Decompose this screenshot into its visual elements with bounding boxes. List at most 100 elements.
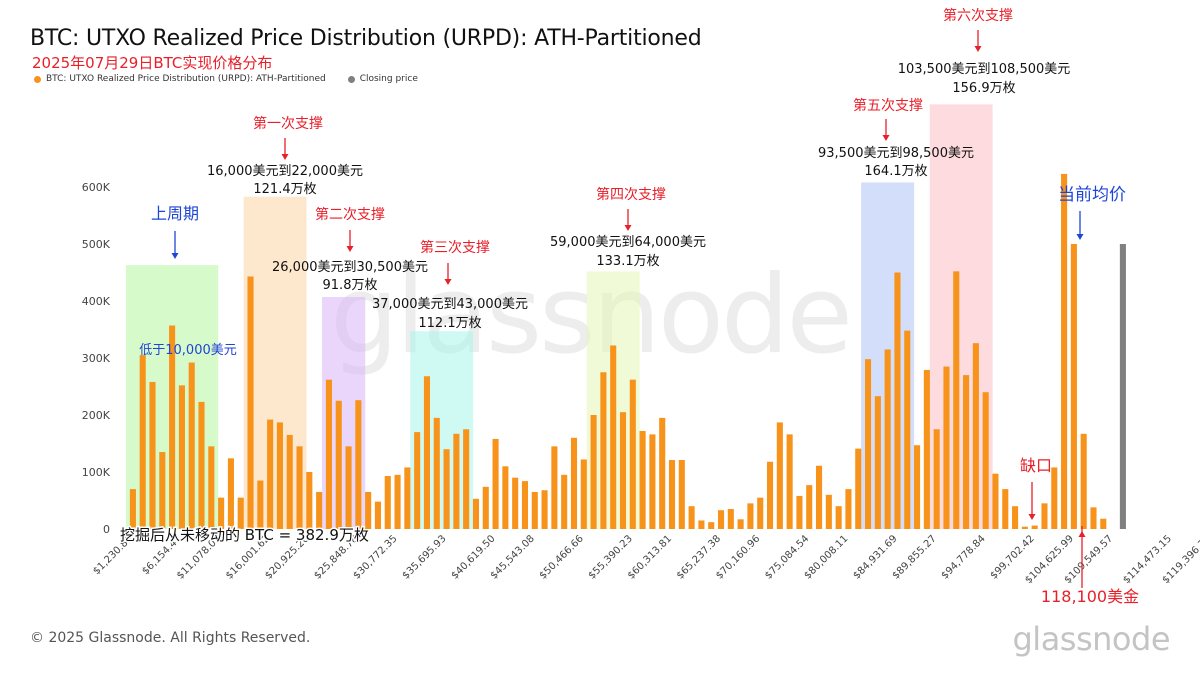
label-gap: 缺口 bbox=[1020, 456, 1052, 475]
bar bbox=[619, 412, 627, 529]
arrow-down-icon bbox=[346, 230, 354, 252]
bar bbox=[688, 506, 695, 529]
glassnode-logo: glassnode bbox=[1012, 620, 1170, 658]
label-support-5: 第五次支撑 bbox=[853, 97, 923, 114]
bar bbox=[1080, 433, 1087, 529]
bar bbox=[492, 438, 499, 529]
bar bbox=[698, 520, 705, 529]
bar bbox=[306, 472, 313, 529]
label-support-3: 第三次支撑 bbox=[420, 239, 490, 256]
arrow-down-icon bbox=[444, 263, 452, 285]
legend-item-series[interactable]: BTC: UTXO Realized Price Distribution (U… bbox=[34, 74, 326, 84]
bar bbox=[600, 372, 607, 529]
bar bbox=[521, 481, 529, 529]
bar bbox=[639, 430, 646, 529]
bar bbox=[855, 448, 862, 529]
legend-label-closing: Closing price bbox=[359, 74, 418, 84]
bar bbox=[1031, 525, 1038, 529]
legend-dot-gray-icon bbox=[347, 75, 355, 83]
bar bbox=[512, 477, 519, 529]
bar bbox=[904, 330, 911, 529]
bar bbox=[649, 434, 656, 529]
y-tick-label: 100K bbox=[82, 466, 111, 479]
y-tick-label: 300K bbox=[82, 352, 111, 365]
label-support-6: 第六次支撑 bbox=[943, 7, 1013, 24]
bar bbox=[384, 475, 391, 529]
label-support-4: 第四次支撑 bbox=[596, 186, 666, 203]
bar bbox=[198, 401, 205, 529]
label-support-2: 第二次支撑 bbox=[315, 206, 385, 223]
bar bbox=[1061, 173, 1068, 529]
x-tick-label: $35,695.93 bbox=[400, 533, 448, 581]
label-support-2-amount: 91.8万枚 bbox=[323, 278, 378, 293]
bar bbox=[953, 271, 960, 529]
arrow-down-icon bbox=[882, 119, 890, 141]
y-axis: 0 100K 200K 300K 400K 500K 600K bbox=[82, 181, 111, 536]
bar bbox=[355, 400, 362, 529]
bar bbox=[531, 491, 538, 529]
legend-label-series: BTC: UTXO Realized Price Distribution (U… bbox=[46, 74, 326, 84]
bar bbox=[1021, 526, 1028, 529]
bar bbox=[208, 446, 215, 529]
bar bbox=[443, 449, 450, 529]
arrow-down-icon bbox=[171, 231, 179, 259]
support-zone-1 bbox=[243, 196, 307, 529]
support-zone-6 bbox=[929, 104, 993, 529]
bar bbox=[316, 491, 323, 529]
bar bbox=[463, 429, 470, 529]
bar bbox=[1051, 467, 1058, 529]
bar bbox=[1070, 244, 1077, 529]
label-support-4-range: 59,000美元到64,000美元 bbox=[550, 235, 706, 250]
bar bbox=[188, 362, 195, 529]
legend-item-closing[interactable]: Closing price bbox=[347, 74, 418, 84]
bar bbox=[963, 375, 970, 529]
bar bbox=[590, 415, 597, 529]
bar bbox=[374, 501, 381, 529]
bar bbox=[923, 369, 930, 529]
bar bbox=[247, 276, 254, 529]
bar bbox=[502, 466, 509, 529]
bar bbox=[237, 497, 244, 529]
bar bbox=[806, 485, 813, 529]
bar bbox=[414, 432, 421, 529]
bar bbox=[727, 509, 734, 529]
x-tick-label: $94,778.84 bbox=[940, 533, 988, 581]
label-support-2-range: 26,000美元到30,500美元 bbox=[272, 260, 428, 275]
bar bbox=[796, 495, 803, 529]
closing-price-bar bbox=[1119, 244, 1126, 529]
bar bbox=[482, 486, 489, 529]
label-price-118k: 118,100美金 bbox=[1041, 587, 1139, 606]
arrow-down-icon bbox=[1028, 482, 1036, 520]
bar bbox=[218, 497, 225, 529]
bar bbox=[776, 422, 783, 529]
copyright: © 2025 Glassnode. All Rights Reserved. bbox=[30, 630, 311, 646]
label-support-3-range: 37,000美元到43,000美元 bbox=[372, 297, 528, 312]
legend: BTC: UTXO Realized Price Distribution (U… bbox=[34, 74, 418, 84]
x-tick-label: $50,466.66 bbox=[538, 533, 586, 581]
support-zone-3 bbox=[410, 331, 474, 529]
y-tick-label: 500K bbox=[82, 238, 111, 251]
chart-subtitle: 2025年07月29日BTC实现价格分布 bbox=[32, 54, 273, 72]
label-prev-cycle: 上周期 bbox=[151, 204, 199, 223]
bars bbox=[129, 173, 1126, 529]
arrow-down-icon bbox=[624, 209, 632, 231]
bar bbox=[472, 498, 480, 529]
bar bbox=[884, 349, 891, 529]
bar bbox=[541, 490, 548, 529]
bar bbox=[423, 376, 430, 529]
bar bbox=[139, 355, 146, 529]
bar bbox=[992, 473, 999, 529]
arrow-down-icon bbox=[974, 30, 982, 52]
bar bbox=[296, 446, 303, 529]
bar bbox=[276, 422, 283, 529]
bar bbox=[1012, 506, 1019, 529]
bar bbox=[178, 385, 185, 529]
y-tick-label: 600K bbox=[82, 181, 111, 194]
arrow-down-icon bbox=[281, 138, 289, 160]
bar bbox=[943, 366, 950, 529]
bar bbox=[159, 452, 166, 529]
bar bbox=[717, 510, 725, 529]
bar bbox=[570, 437, 578, 529]
label-support-1: 第一次支撑 bbox=[253, 115, 323, 132]
